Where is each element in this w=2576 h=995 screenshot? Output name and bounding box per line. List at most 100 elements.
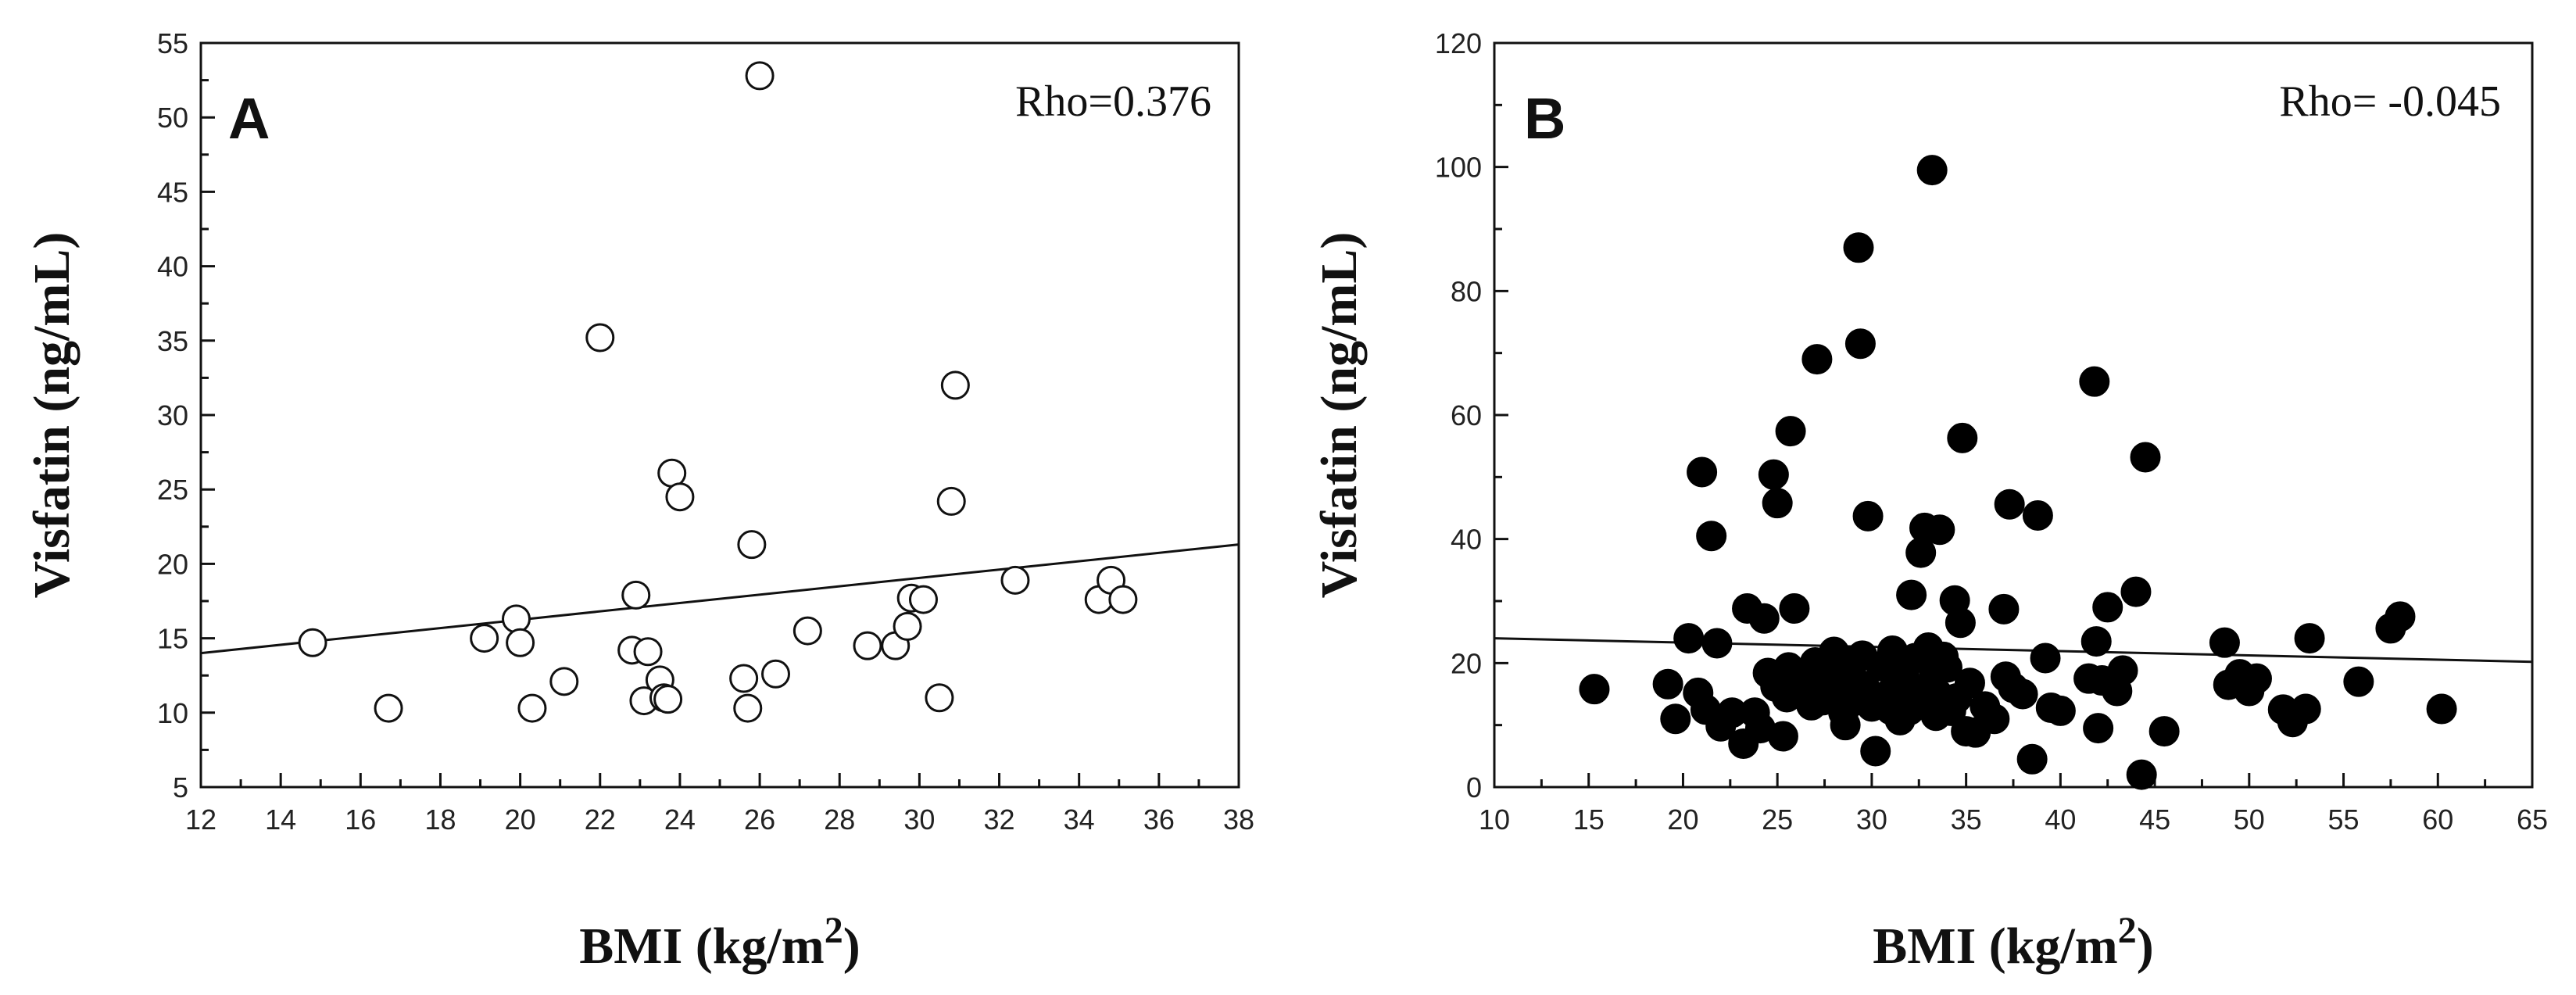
panel-a-data-point (374, 693, 403, 723)
panel-b-data-point (2294, 623, 2325, 654)
panel-a-x-tick-label: 30 (903, 804, 935, 836)
panel-b-x-tick-label: 10 (1479, 804, 1510, 836)
panel-b-data-point (2079, 366, 2110, 397)
panel-b-y-tick-label: 40 (1451, 524, 1482, 556)
panel-b-data-point (1775, 416, 1806, 447)
panel-a-data-point (506, 628, 535, 657)
panel-a-data-point (621, 580, 651, 610)
panel-a-y-tick-label: 35 (157, 325, 188, 357)
panel-b-rho-annotation: Rho= -0.045 (2279, 77, 2501, 126)
panel-a-data-point (925, 683, 954, 713)
panel-a-y-tick-label: 5 (173, 771, 188, 804)
panel-b-x-tick-label: 15 (1573, 804, 1605, 836)
panel-b-data-point (1767, 721, 1798, 752)
panel-b-x-axis-label-close: ) (2137, 918, 2154, 975)
panel-b-data-point (1801, 344, 1833, 375)
panel-b-data-point (1852, 500, 1884, 532)
panel-b-x-tick-label: 45 (2139, 804, 2170, 836)
panel-b-data-point (2426, 693, 2457, 725)
panel-a-x-axis-label: BMI (kg/m2) (579, 910, 860, 975)
panel-b-x-axis-label-text: BMI (kg/m (1873, 918, 2118, 975)
panel-a-y-tick-label: 45 (157, 176, 188, 208)
panel-b-data-point (2080, 626, 2112, 657)
panel-b-data-point (1758, 459, 1789, 490)
panel-b-data-point (1860, 736, 1891, 767)
panel-a-x-tick-label: 34 (1064, 804, 1095, 836)
panel-a-data-point (745, 61, 775, 91)
panel-a: 12 14 16 18 20 22 24 26 28 30 32 34 36 38 5 10 15 20 25 30 3… (23, 27, 1254, 975)
panel-a-y-tick-label: 30 (157, 399, 188, 431)
panel-b-data-point (1762, 488, 1793, 519)
panel-a-data-point (733, 693, 763, 723)
panel-a-data-point (657, 458, 687, 488)
panel-a-x-axis-label-close: ) (843, 918, 860, 975)
panel-a-data-point (936, 486, 966, 516)
panel-a-data-point (633, 637, 663, 667)
panel-a-data-point (517, 693, 547, 723)
panel-a-y-tick-label: 55 (157, 27, 188, 59)
panel-b-y-tick-label: 120 (1435, 27, 1482, 59)
panel-b-x-tick-label: 65 (2517, 804, 2548, 836)
panel-a-data-point (1000, 565, 1030, 595)
panel-a-data-point (665, 482, 695, 512)
panel-b-data-point (1947, 422, 1978, 453)
panel-b-data-point (1673, 623, 1705, 654)
panel-b-fit-line (1494, 637, 2533, 664)
panel-a-y-tick-label: 20 (157, 548, 188, 580)
panel-a-x-tick-label: 28 (824, 804, 855, 836)
panel-b-data-point (1931, 652, 1962, 683)
panel-b-data-point (2290, 693, 2321, 725)
panel-a-data-point (729, 664, 759, 693)
panel-b-y-tick-label: 100 (1435, 152, 1482, 184)
panel-b-data-point (1916, 155, 1948, 186)
panel-a-y-tick-label: 50 (157, 102, 188, 134)
panel-a-data-point (653, 685, 683, 714)
panel-a-data-point (585, 323, 615, 353)
panel-b-data-point (1579, 674, 1610, 705)
panel-b-data-point (1748, 603, 1780, 634)
panel-a-y-tick-label: 40 (157, 251, 188, 283)
panel-b-data-point (1924, 514, 1955, 546)
panel-b-data-point (2022, 500, 2053, 532)
panel-b-data-point (1945, 607, 1976, 639)
panel-b-data-point (2083, 713, 2114, 744)
panel-a-data-point (298, 628, 327, 657)
panel-b-data-point (1844, 328, 1876, 360)
panel-b-data-point (2120, 576, 2152, 607)
panel-a-x-axis-label-sup: 2 (825, 910, 843, 951)
panel-b-y-tick-label: 60 (1451, 399, 1482, 431)
panel-b-data-point (2148, 716, 2180, 747)
panel-b-x-tick-label: 20 (1667, 804, 1698, 836)
panel-b-points (1579, 155, 2457, 790)
panel-a-data-point (908, 585, 938, 614)
panel-a-data-point (893, 611, 922, 641)
panel-a-y-axis-label: Visfatin (ng/mL) (23, 232, 80, 599)
panel-a-x-tick-label: 26 (744, 804, 775, 836)
panel-b-data-point (2045, 695, 2076, 726)
panel-b-data-point (2092, 592, 2123, 623)
panel-a-frame (199, 41, 1240, 789)
panel-a-y-tick-label: 15 (157, 623, 188, 655)
panel-b: 10 15 20 25 30 35 40 45 50 55 60 65020406080100120 … (1311, 27, 2548, 975)
panel-b-data-point (1843, 232, 1874, 263)
panel-b-x-axis-label-sup: 2 (2118, 910, 2137, 951)
panel-a-x-tick-label: 16 (345, 804, 376, 836)
panel-b-data-point (1988, 593, 2020, 625)
panel-a-x-tick-label: 32 (984, 804, 1015, 836)
panel-a-x-tick-label: 18 (424, 804, 456, 836)
panel-a-data-point (549, 667, 579, 696)
panel-b-data-point (2385, 601, 2416, 632)
panel-b-data-point (1701, 628, 1733, 659)
panel-a-x-tick-label: 22 (585, 804, 616, 836)
panel-b-y-axis-label-text: Visfatin (ng/mL) (1311, 232, 1368, 599)
panel-a-x-axis-label-text: BMI (kg/m (579, 918, 825, 975)
panel-b-data-point (1994, 489, 2025, 520)
panel-b-data-point (1660, 703, 1691, 735)
panel-b-data-point (2107, 655, 2138, 686)
panel-b-data-point (2126, 759, 2157, 790)
panel-b-x-axis-label: BMI (kg/m2) (1873, 910, 2153, 975)
panel-b-y-tick-label: 80 (1451, 275, 1482, 307)
panel-a-data-point (1108, 585, 1138, 614)
panel-b-x-tick-label: 50 (2234, 804, 2265, 836)
